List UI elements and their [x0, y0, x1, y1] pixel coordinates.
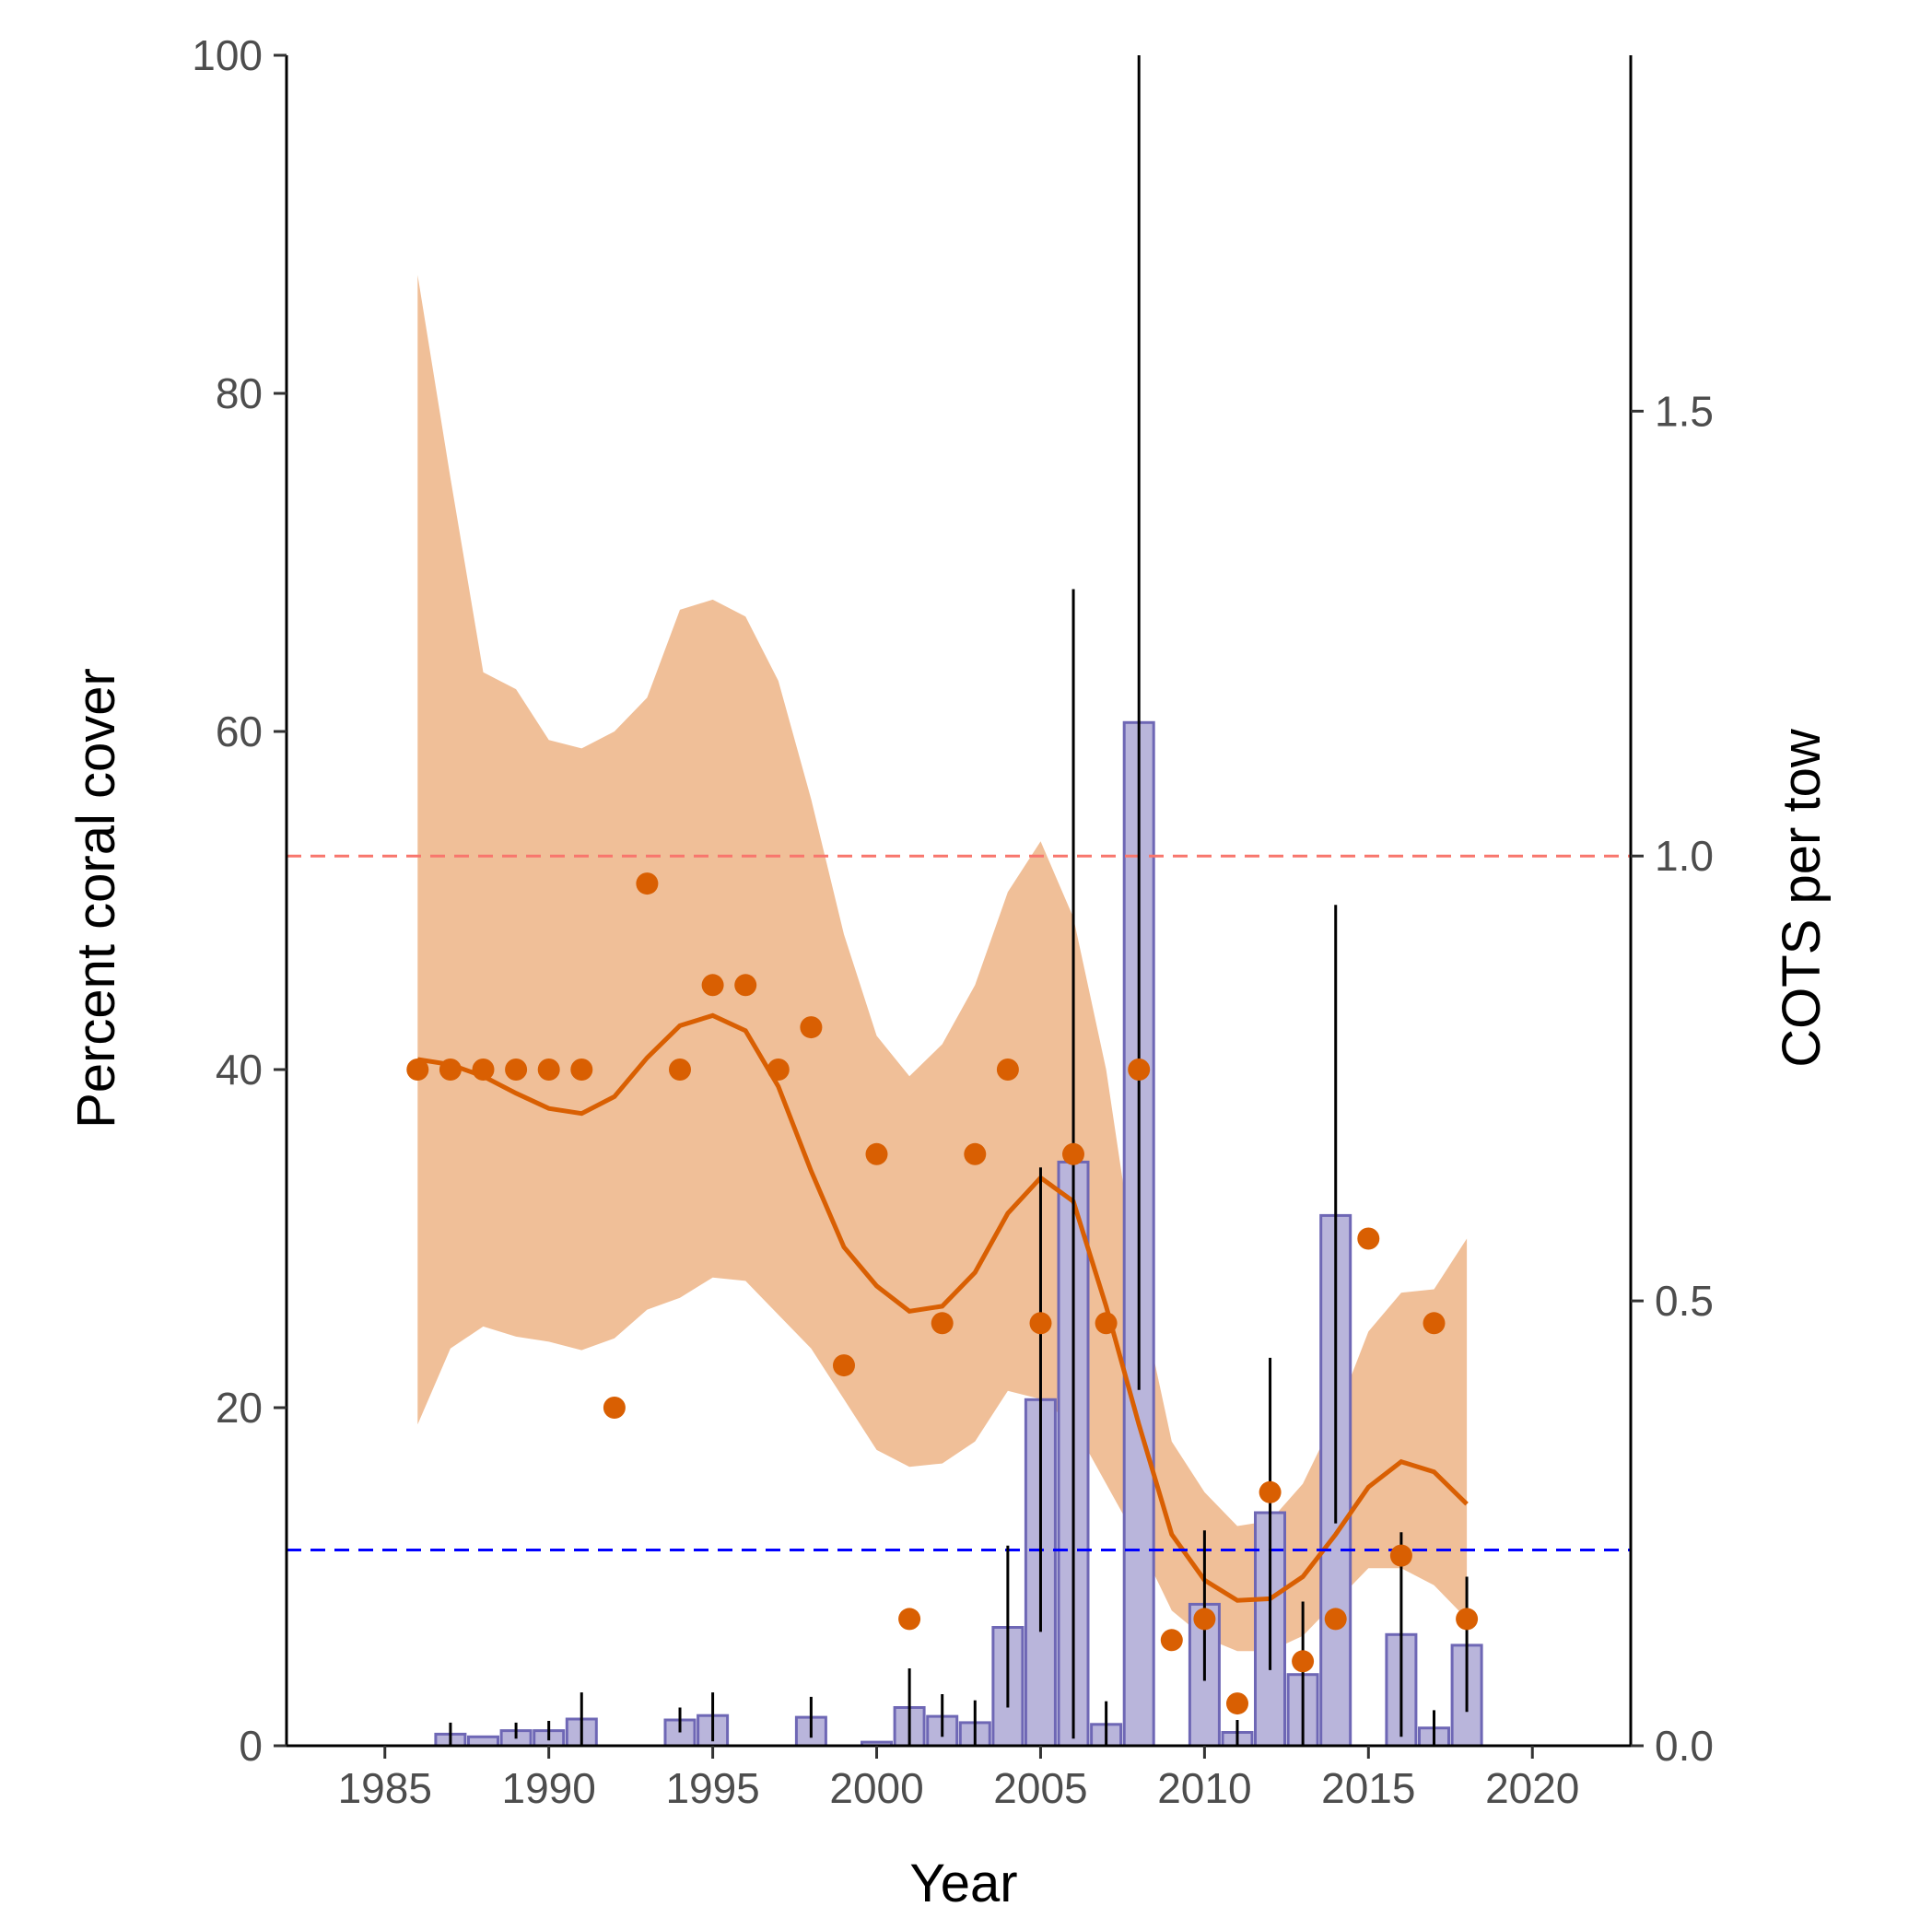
- coral-cover-point: [767, 1059, 790, 1081]
- coral-cover-point: [636, 872, 659, 895]
- coral-cover-point: [1389, 1544, 1412, 1567]
- x-tick-label: 2005: [993, 1764, 1087, 1812]
- x-tick-label: 1990: [502, 1764, 596, 1812]
- x-axis-title: Year: [909, 1854, 1017, 1913]
- coral-cover-point: [472, 1059, 495, 1081]
- x-tick-label: 1985: [338, 1764, 432, 1812]
- y-right-tick-label: 1.0: [1655, 832, 1714, 880]
- smooth-fit-line: [416, 1012, 1469, 1603]
- y-right-tick-label: 0.5: [1655, 1277, 1714, 1325]
- y-left-tick-label: 40: [216, 1046, 263, 1094]
- x-tick-label: 2020: [1485, 1764, 1579, 1812]
- coral-cover-point: [964, 1142, 987, 1165]
- y-left-tick-label: 80: [216, 369, 263, 417]
- coral-cover-point: [505, 1059, 528, 1081]
- coral-cover-point: [1324, 1608, 1347, 1631]
- coral-cover-point: [1456, 1608, 1479, 1631]
- coral-cover-point: [1062, 1142, 1084, 1165]
- coral-cover-point: [1292, 1650, 1315, 1673]
- y-left-tick-label: 20: [216, 1384, 263, 1432]
- coral-cover-point: [996, 1059, 1019, 1081]
- coral-cover-point: [1029, 1312, 1052, 1335]
- coral-cover-point: [1357, 1227, 1380, 1250]
- coral-cover-point: [1128, 1059, 1151, 1081]
- coral-cover-point: [439, 1059, 462, 1081]
- x-tick-label: 1995: [665, 1764, 759, 1812]
- coral-cover-point: [570, 1059, 593, 1081]
- coral-point-layer: [406, 872, 1479, 1715]
- y-right-tick-label: 0.0: [1655, 1722, 1714, 1770]
- coral-cover-point: [734, 974, 757, 997]
- coral-cover-point: [603, 1397, 626, 1419]
- coral-cover-point: [1193, 1608, 1216, 1631]
- y-right-axis-title: COTS per tow: [1772, 728, 1832, 1068]
- coral-cover-point: [701, 974, 724, 997]
- x-tick-label: 2010: [1157, 1764, 1251, 1812]
- x-tick-label: 2000: [829, 1764, 923, 1812]
- confidence-ribbon: [417, 275, 1468, 1652]
- reference-line-layer: [287, 854, 1631, 1603]
- coral-cover-point: [865, 1142, 888, 1165]
- coral-cover-point: [406, 1059, 429, 1081]
- coral-cover-point: [833, 1354, 855, 1377]
- coral-cover-point: [1259, 1480, 1282, 1503]
- y-left-tick-label: 0: [239, 1722, 263, 1770]
- errorbar-layer: [449, 55, 1469, 1746]
- coral-cover-point: [931, 1312, 954, 1335]
- y-left-tick-label: 100: [192, 31, 263, 79]
- coral-cover-point: [537, 1059, 560, 1081]
- coral-cover-point: [1160, 1629, 1183, 1652]
- coral-cover-point: [669, 1059, 691, 1081]
- coral-cover-point: [1095, 1312, 1118, 1335]
- y-right-tick-label: 1.5: [1655, 387, 1714, 435]
- coral-cover-point: [800, 1016, 823, 1039]
- coral-cover-point: [898, 1608, 921, 1631]
- y-left-axis-title: Percent coral cover: [66, 668, 126, 1129]
- coral-cover-point: [1226, 1692, 1248, 1715]
- axes: 0 20 40 60 80 100 0.0 0.5 1.0 1.5 1985 1990 1995 2000…: [192, 31, 1714, 1812]
- x-tick-label: 2015: [1321, 1764, 1415, 1812]
- coral-cover-point: [1423, 1312, 1446, 1335]
- y-left-tick-label: 60: [216, 708, 263, 755]
- confidence-ribbon-layer: [417, 275, 1468, 1652]
